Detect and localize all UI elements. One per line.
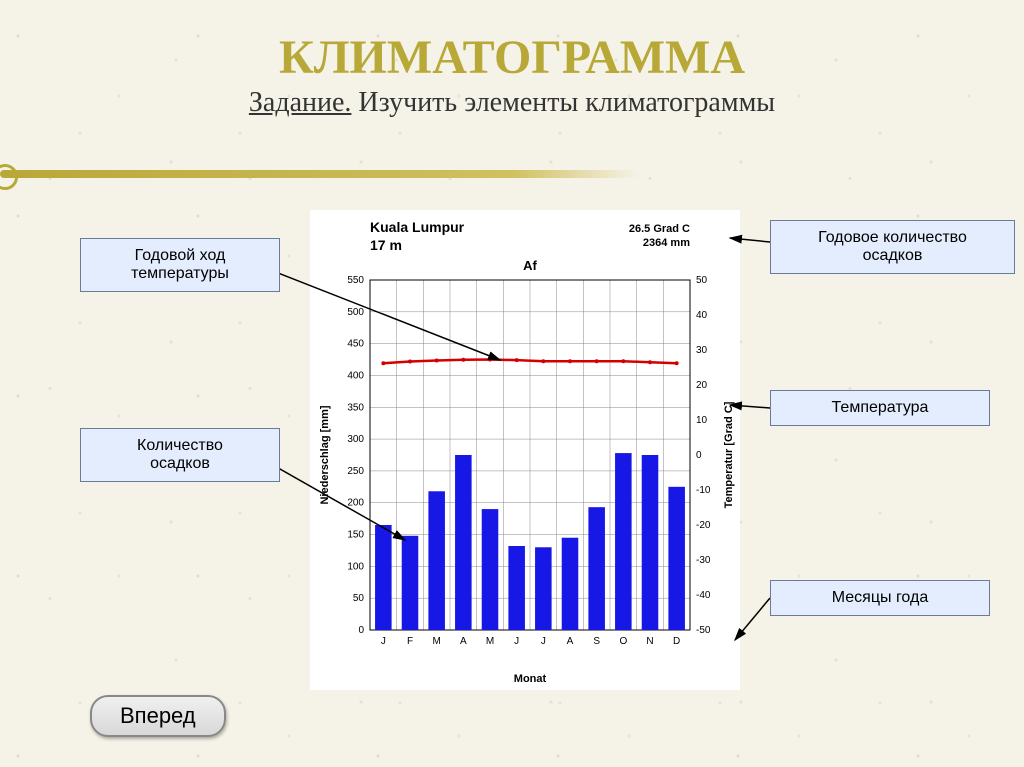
svg-text:S: S	[593, 636, 600, 647]
decorative-rule	[0, 170, 640, 178]
svg-text:200: 200	[347, 498, 364, 509]
svg-text:A: A	[567, 636, 574, 647]
svg-text:0: 0	[358, 625, 364, 636]
svg-text:350: 350	[347, 402, 364, 413]
svg-text:-30: -30	[696, 555, 711, 566]
svg-text:250: 250	[347, 466, 364, 477]
forward-button[interactable]: Вперед	[90, 695, 226, 737]
svg-text:40: 40	[696, 310, 708, 321]
svg-text:Temperatur [Grad C]: Temperatur [Grad C]	[723, 401, 735, 508]
page-title: КЛИМАТОГРАММА	[0, 30, 1024, 85]
svg-text:Monat: Monat	[514, 673, 547, 685]
svg-text:2364 mm: 2364 mm	[643, 237, 690, 249]
svg-text:20: 20	[696, 380, 708, 391]
svg-text:J: J	[381, 636, 386, 647]
svg-text:-50: -50	[696, 625, 711, 636]
label-temperature: Температура	[770, 390, 990, 426]
svg-text:300: 300	[347, 434, 364, 445]
svg-text:0: 0	[696, 450, 702, 461]
svg-text:150: 150	[347, 530, 364, 541]
svg-text:F: F	[407, 636, 413, 647]
svg-text:50: 50	[696, 275, 708, 286]
svg-text:N: N	[646, 636, 653, 647]
svg-text:Niederschlag [mm]: Niederschlag [mm]	[319, 405, 331, 504]
svg-text:500: 500	[347, 307, 364, 318]
svg-text:30: 30	[696, 345, 708, 356]
subtitle-rest: Изучить элементы климатограммы	[351, 87, 775, 118]
svg-text:-10: -10	[696, 485, 711, 496]
svg-text:D: D	[673, 636, 680, 647]
svg-text:J: J	[541, 636, 546, 647]
svg-text:-40: -40	[696, 590, 711, 601]
svg-text:-20: -20	[696, 520, 711, 531]
svg-text:400: 400	[347, 370, 364, 381]
svg-text:Af: Af	[523, 258, 537, 273]
svg-text:M: M	[486, 636, 494, 647]
label-temp-curve: Годовой ходтемпературы	[80, 238, 280, 292]
svg-text:Kuala Lumpur: Kuala Lumpur	[370, 219, 465, 235]
svg-text:O: O	[619, 636, 627, 647]
climatogram-chart: Kuala Lumpur 17 m 26.5 Grad C 2364 mm Af 0 50 1…	[310, 210, 740, 690]
svg-text:A: A	[460, 636, 467, 647]
svg-text:17 m: 17 m	[370, 237, 402, 253]
label-precip-amount: Количествоосадков	[80, 428, 280, 482]
subtitle: Задание. Изучить элементы климатограммы	[0, 87, 1024, 119]
svg-text:M: M	[432, 636, 440, 647]
label-annual-precip: Годовое количествоосадков	[770, 220, 1015, 274]
subtitle-underlined: Задание.	[249, 87, 352, 118]
svg-text:550: 550	[347, 275, 364, 286]
label-months: Месяцы года	[770, 580, 990, 616]
svg-text:26.5 Grad C: 26.5 Grad C	[629, 223, 690, 235]
svg-text:100: 100	[347, 561, 364, 572]
svg-text:450: 450	[347, 339, 364, 350]
svg-text:10: 10	[696, 415, 708, 426]
svg-text:J: J	[514, 636, 519, 647]
svg-text:50: 50	[353, 593, 365, 604]
